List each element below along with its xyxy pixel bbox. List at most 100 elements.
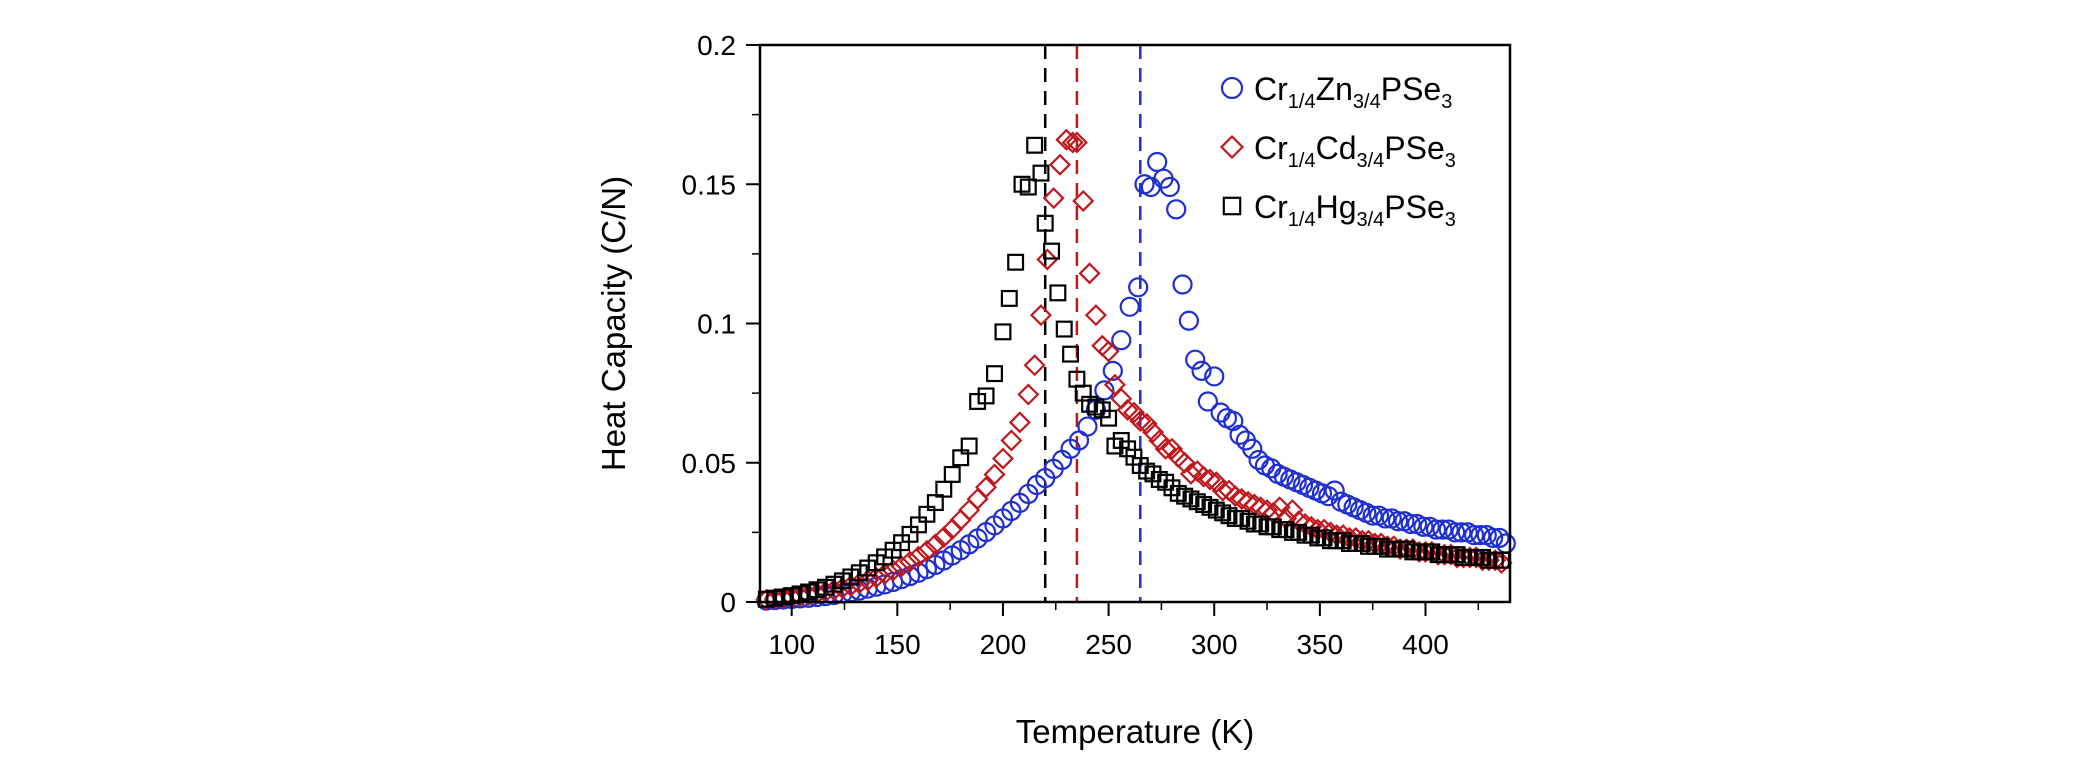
y-tick-label: 0.2 xyxy=(697,30,736,61)
data-point xyxy=(882,559,905,582)
data-point xyxy=(1111,330,1132,351)
data-point xyxy=(1116,398,1139,421)
legend-label: Cr1/4Zn3/4PSe3 xyxy=(1254,71,1452,113)
data-point xyxy=(1324,480,1345,501)
x-axis-label: Temperature (K) xyxy=(1016,713,1254,750)
data-point xyxy=(1432,519,1453,540)
data-point xyxy=(1049,284,1067,302)
x-tick-label: 400 xyxy=(1402,629,1449,660)
x-tick-label: 200 xyxy=(980,629,1027,660)
data-point xyxy=(1160,437,1183,460)
data-point xyxy=(1229,424,1250,445)
data-point xyxy=(986,365,1003,383)
data-point xyxy=(1062,345,1080,363)
y-axis-label: Heat Capacity (C/N) xyxy=(595,176,632,471)
legend-marker xyxy=(1222,196,1242,216)
data-point xyxy=(1218,479,1241,502)
data-point xyxy=(1036,214,1054,232)
data-point xyxy=(1178,310,1199,331)
data-point xyxy=(1140,176,1161,198)
data-point xyxy=(1166,199,1187,220)
data-point xyxy=(1000,429,1023,452)
data-point xyxy=(1000,289,1018,307)
data-point xyxy=(1077,416,1098,437)
y-tick-label: 0.05 xyxy=(682,448,737,479)
data-point xyxy=(1122,401,1145,424)
data-point xyxy=(1489,527,1510,549)
data-point xyxy=(966,487,989,510)
data-point xyxy=(1048,153,1072,176)
data-point xyxy=(943,465,961,483)
y-tick-label: 0.15 xyxy=(682,169,737,200)
data-point xyxy=(1084,304,1107,327)
data-point xyxy=(1148,429,1171,452)
data-point xyxy=(1017,383,1040,406)
data-point xyxy=(1055,320,1073,338)
data-point xyxy=(1135,412,1158,435)
data-point xyxy=(890,555,913,578)
data-point xyxy=(1141,421,1164,444)
data-point xyxy=(960,437,978,455)
data-point xyxy=(1204,366,1225,387)
data-point xyxy=(1032,164,1050,182)
data-point xyxy=(1154,437,1177,460)
data-point xyxy=(1242,438,1263,459)
data-point xyxy=(1413,516,1434,537)
data-point xyxy=(1043,242,1061,260)
y-tick-label: 0.1 xyxy=(697,309,736,340)
legend-marker xyxy=(1220,76,1244,100)
data-point xyxy=(1019,178,1037,196)
data-point xyxy=(1211,479,1234,502)
transition-lines xyxy=(1043,45,1142,602)
x-tick-label: 150 xyxy=(874,629,921,660)
data-point xyxy=(1102,360,1123,381)
x-tick-label: 300 xyxy=(1191,629,1238,660)
data-point xyxy=(1129,409,1152,432)
data-point xyxy=(1065,131,1088,154)
data-point xyxy=(915,539,938,562)
data-point xyxy=(1463,525,1485,546)
data-point xyxy=(1147,151,1168,173)
data-point xyxy=(1036,248,1059,271)
data-point xyxy=(975,476,998,499)
axis-ticks: 100 150 200 250 300 350 400 0 0.05 0.1 0.15 0.2 xyxy=(682,30,1480,660)
data-point xyxy=(1387,511,1409,532)
data-point xyxy=(1007,253,1025,271)
data-point xyxy=(924,533,947,556)
data-point xyxy=(991,447,1014,470)
data-point xyxy=(1128,277,1149,298)
data-point xyxy=(1205,471,1228,494)
legend: Cr1/4Zn3/4PSe3 Cr1/4Cd3/4PSe3 Cr1/4Hg3/4PS… xyxy=(1219,71,1456,231)
series-2 xyxy=(757,136,1511,608)
data-point xyxy=(907,545,930,568)
data-series xyxy=(755,128,1516,611)
x-tick-label: 250 xyxy=(1085,629,1132,660)
data-point xyxy=(1026,136,1044,154)
data-point xyxy=(1185,349,1206,370)
data-point xyxy=(1362,505,1383,526)
data-point xyxy=(1375,508,1396,529)
data-point xyxy=(1224,485,1247,508)
legend-marker xyxy=(1219,134,1245,160)
data-point xyxy=(1191,360,1212,381)
data-point xyxy=(1008,411,1031,434)
data-point xyxy=(1197,391,1218,412)
data-point xyxy=(1097,340,1120,363)
legend-label: Cr1/4Hg3/4PSe3 xyxy=(1254,189,1456,231)
data-point xyxy=(1100,409,1118,427)
data-point xyxy=(1318,486,1339,507)
data-point xyxy=(1444,522,1466,543)
y-tick-label: 0 xyxy=(720,587,736,618)
data-point xyxy=(1192,465,1215,488)
data-point xyxy=(932,526,955,549)
data-point xyxy=(983,463,1006,486)
data-point xyxy=(856,569,879,592)
data-point xyxy=(1198,468,1222,491)
data-point xyxy=(1425,519,1447,540)
data-point xyxy=(1119,296,1140,317)
data-point xyxy=(1482,527,1504,549)
data-point xyxy=(1091,334,1114,357)
data-point xyxy=(1172,274,1193,295)
x-tick-label: 350 xyxy=(1296,629,1343,660)
data-point xyxy=(1042,187,1065,210)
